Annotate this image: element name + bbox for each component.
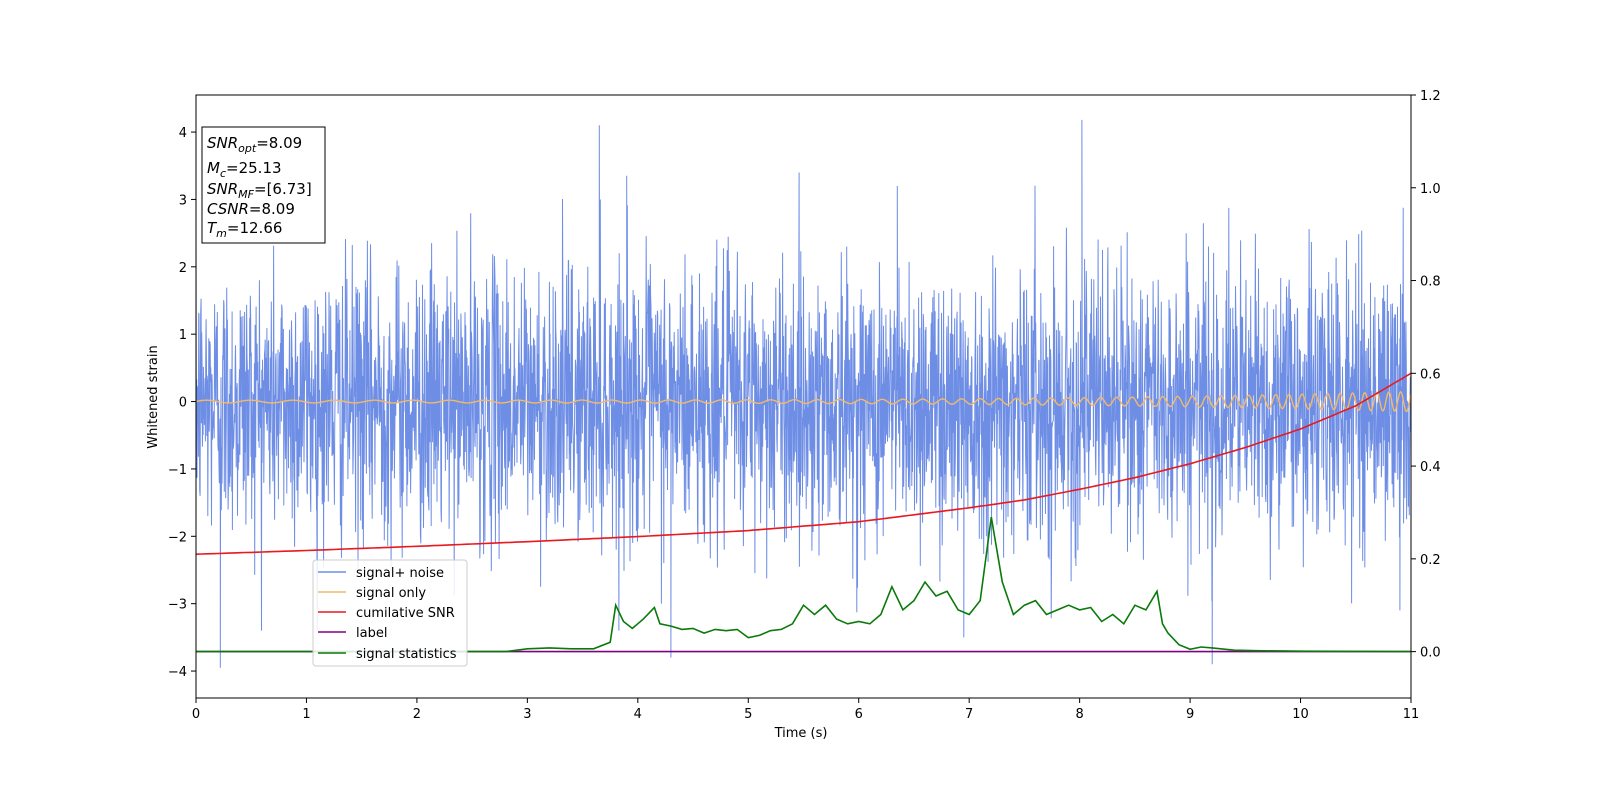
x-tick-label: 6 — [855, 707, 863, 722]
y-tick-label: −1 — [168, 463, 187, 478]
x-tick-label: 1 — [302, 707, 310, 722]
y2-tick-label: 1.0 — [1420, 182, 1441, 197]
legend-label-signal-only: signal only — [356, 586, 426, 601]
x-tick-label: 8 — [1075, 707, 1083, 722]
info-snr-opt: SNRopt=8.09 — [207, 134, 302, 155]
series-cumulative-snr — [196, 372, 1411, 555]
x-tick-label: 7 — [965, 707, 973, 722]
series-signal-only — [196, 391, 1411, 413]
y-tick-label: −3 — [168, 598, 187, 613]
info-box-frame — [201, 126, 326, 244]
y2-tick-label: 0.2 — [1420, 553, 1441, 568]
y2-axis-ticks: 0.0 0.2 0.4 0.6 0.8 1.0 1.2 — [1411, 89, 1441, 661]
y2-tick-label: 0.8 — [1420, 275, 1441, 290]
y-tick-label: 1 — [179, 328, 187, 343]
info-snr-mf: SNRMF=[6.73] — [207, 180, 312, 201]
series-signal-plus-noise — [196, 119, 1411, 668]
legend: signal+ noise signal only cumilative SNR… — [312, 559, 468, 667]
x-tick-label: 2 — [413, 707, 421, 722]
legend-label-label: label — [356, 626, 387, 641]
x-tick-label: 10 — [1292, 707, 1309, 722]
y-tick-label: −4 — [168, 665, 187, 680]
x-axis-ticks: 0 1 2 3 4 5 6 7 8 9 10 11 — [192, 698, 1419, 722]
y-axis-label: Whitened strain — [146, 345, 161, 448]
y2-tick-label: 0.0 — [1420, 646, 1441, 661]
y-tick-label: 4 — [179, 126, 187, 141]
y2-tick-label: 0.4 — [1420, 460, 1441, 475]
legend-label-signal-statistics: signal statistics — [356, 647, 457, 662]
y-tick-label: 0 — [179, 396, 187, 411]
y-tick-label: −2 — [168, 530, 187, 545]
x-tick-label: 3 — [523, 707, 531, 722]
x-tick-label: 4 — [634, 707, 642, 722]
plot-frame — [195, 94, 1412, 699]
info-tm: Tm=12.66 — [207, 219, 282, 240]
info-csnr: CSNR=8.09 — [207, 200, 295, 218]
x-axis-label: Time (s) — [774, 726, 828, 741]
x-tick-label: 0 — [192, 707, 200, 722]
legend-frame — [312, 559, 468, 667]
y-tick-label: 2 — [179, 261, 187, 276]
legend-label-cumulative-snr: cumilative SNR — [356, 606, 455, 621]
y2-tick-label: 1.2 — [1420, 89, 1441, 104]
info-mc: Mc=25.13 — [207, 159, 282, 180]
y2-tick-label: 0.6 — [1420, 367, 1441, 382]
y-axis-ticks: −4 −3 −2 −1 0 1 2 3 4 — [168, 126, 196, 680]
x-tick-label: 5 — [744, 707, 752, 722]
series-signal-statistics — [196, 516, 1411, 653]
y-tick-label: 3 — [179, 193, 187, 208]
x-tick-label: 11 — [1403, 707, 1420, 722]
info-box: SNRopt=8.09 Mc=25.13 SNRMF=[6.73] CSNR=8… — [201, 126, 326, 244]
legend-label-signal-plus-noise: signal+ noise — [356, 566, 444, 581]
x-tick-label: 9 — [1186, 707, 1194, 722]
